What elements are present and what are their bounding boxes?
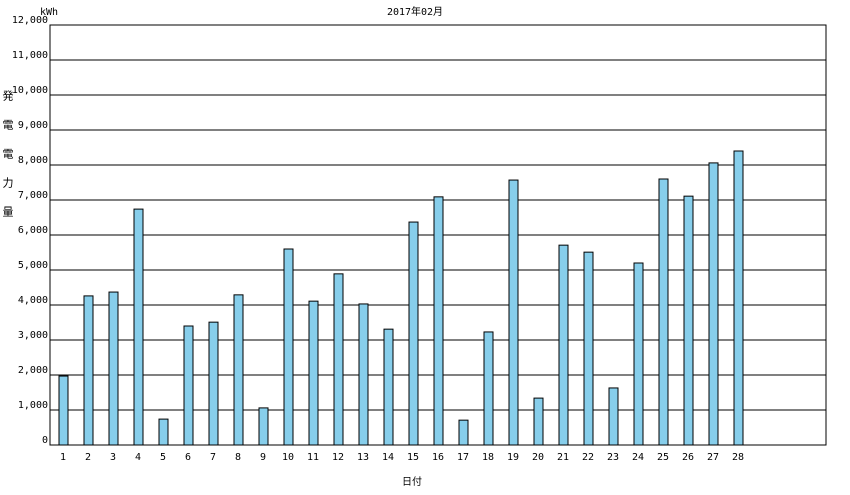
x-tick-label: 7: [210, 452, 216, 463]
x-tick-label: 20: [532, 452, 544, 463]
y-tick-label: 10,000: [12, 85, 48, 96]
bar: [383, 328, 394, 446]
x-tick-label: 23: [607, 452, 619, 463]
bar: [633, 262, 644, 446]
bar: [158, 418, 169, 446]
chart-title: 2017年02月: [387, 5, 443, 18]
x-tick-label: 9: [260, 452, 266, 463]
x-tick-label: 11: [307, 452, 319, 463]
bar: [533, 397, 544, 446]
x-tick-label: 22: [582, 452, 594, 463]
bar: [333, 273, 344, 446]
bar: [208, 321, 219, 446]
bar: [733, 150, 744, 446]
x-tick-label: 14: [382, 452, 394, 463]
bar: [508, 179, 519, 446]
y-tick-label: 9,000: [18, 120, 48, 131]
y-tick-label: 11,000: [12, 50, 48, 61]
bar: [283, 248, 294, 446]
bar: [83, 295, 94, 446]
x-tick-label: 5: [160, 452, 166, 463]
bar: [308, 300, 319, 446]
x-tick-label: 6: [185, 452, 191, 463]
x-tick-label: 8: [235, 452, 241, 463]
bar: [558, 244, 569, 446]
bar: [458, 419, 469, 446]
x-tick-label: 3: [110, 452, 116, 463]
y-tick-label: 2,000: [18, 365, 48, 376]
bar: [433, 196, 444, 446]
bar: [183, 325, 194, 446]
x-tick-label: 28: [732, 452, 744, 463]
x-tick-label: 12: [332, 452, 344, 463]
x-tick-label: 24: [632, 452, 644, 463]
bar: [583, 251, 594, 446]
x-tick-label: 17: [457, 452, 469, 463]
bar: [358, 303, 369, 446]
x-tick-label: 1: [60, 452, 66, 463]
bar: [258, 407, 269, 446]
y-tick-label: 12,000: [12, 15, 48, 26]
y-tick-label: 0: [42, 435, 48, 446]
x-tick-label: 13: [357, 452, 369, 463]
y-tick-label: 7,000: [18, 190, 48, 201]
x-tick-label: 18: [482, 452, 494, 463]
x-tick-label: 10: [282, 452, 294, 463]
x-axis-label: 日付: [402, 475, 422, 488]
bar: [108, 291, 119, 446]
y-axis-label: 発電電力量: [1, 89, 14, 235]
y-tick-label: 3,000: [18, 330, 48, 341]
bar: [233, 294, 244, 446]
unit-label: kWh: [40, 7, 58, 18]
bar: [58, 375, 69, 446]
y-tick-label: 1,000: [18, 400, 48, 411]
bar: [708, 162, 719, 446]
y-tick-label: 8,000: [18, 155, 48, 166]
y-tick-label: 4,000: [18, 295, 48, 306]
x-tick-label: 4: [135, 452, 141, 463]
bar: [483, 331, 494, 446]
y-tick-label: 5,000: [18, 260, 48, 271]
x-tick-label: 26: [682, 452, 694, 463]
x-tick-label: 27: [707, 452, 719, 463]
bar: [683, 195, 694, 446]
bar: [658, 178, 669, 446]
bar: [133, 208, 144, 446]
x-tick-label: 16: [432, 452, 444, 463]
bar: [608, 387, 619, 446]
x-tick-label: 19: [507, 452, 519, 463]
x-tick-label: 15: [407, 452, 419, 463]
x-tick-label: 25: [657, 452, 669, 463]
y-tick-label: 6,000: [18, 225, 48, 236]
x-tick-label: 2: [85, 452, 91, 463]
bar: [408, 221, 419, 446]
x-tick-label: 21: [557, 452, 569, 463]
